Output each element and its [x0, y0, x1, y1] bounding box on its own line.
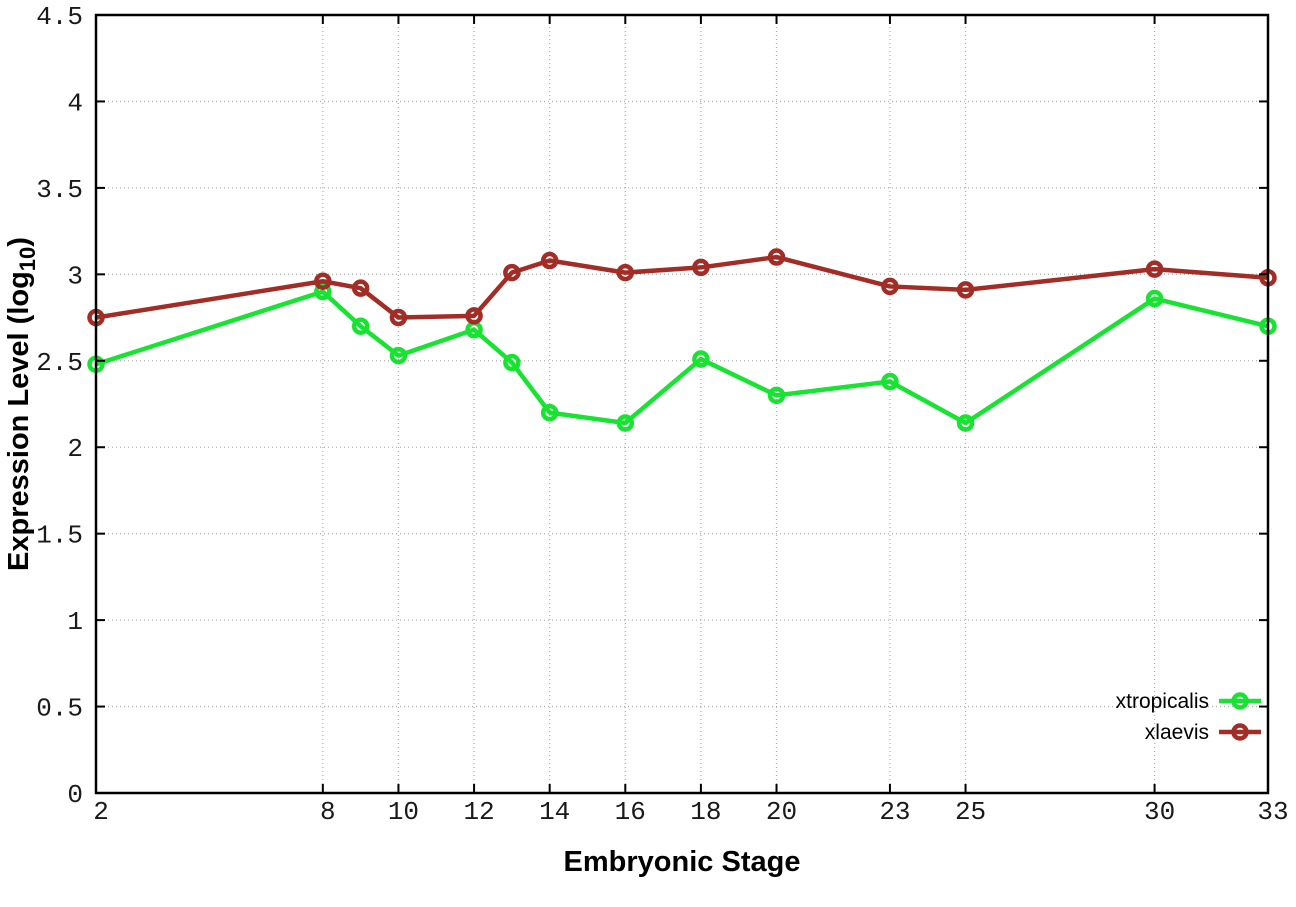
data-point-xtropicalis-stage-20 [767, 386, 786, 405]
axis-ticks [95, 14, 1269, 794]
data-point-xtropicalis-stage-10 [389, 346, 408, 365]
data-point-xtropicalis-stage-18 [692, 350, 710, 368]
x-tick-label-2: 2 [93, 797, 109, 827]
x-tick-label-23: 23 [879, 797, 910, 827]
y-tick-label-2.5: 2.5 [36, 348, 83, 378]
data-point-xtropicalis-stage-8 [314, 282, 332, 301]
x-axis-title: Embryonic Stage [564, 846, 801, 878]
x-tick-label-25: 25 [955, 797, 986, 827]
data-point-xtropicalis-stage-23 [881, 372, 899, 391]
data-point-xlaevis-stage-25 [956, 281, 975, 299]
data-point-xlaevis-stage-9 [351, 279, 370, 297]
data-point-xtropicalis-stage-16 [616, 414, 635, 432]
y-tick-label-3.5: 3.5 [36, 175, 83, 205]
data-point-xtropicalis-stage-25 [956, 414, 975, 432]
y-tick-label-0.5: 0.5 [36, 694, 83, 724]
data-point-xlaevis-stage-16 [616, 263, 635, 282]
x-tick-label-12: 12 [463, 797, 494, 827]
y-tick-label-3: 3 [67, 261, 83, 291]
y-tick-label-1.5: 1.5 [36, 521, 83, 551]
data-point-xlaevis-stage-8 [314, 272, 332, 290]
legend-marker-xtropicalis [1231, 692, 1249, 710]
y-tick-label-0: 0 [67, 780, 83, 810]
x-tick-label-14: 14 [539, 797, 570, 827]
data-point-xlaevis-stage-13 [503, 263, 521, 282]
data-point-xlaevis-stage-20 [767, 248, 786, 266]
y-tick-label-2: 2 [67, 434, 83, 464]
data-point-xtropicalis-stage-14 [540, 403, 559, 422]
plot-border [94, 13, 1270, 795]
x-tick-label-10: 10 [388, 797, 419, 827]
data-point-xtropicalis-stage-30 [1145, 289, 1164, 308]
legend-marker-xlaevis [1231, 723, 1249, 741]
x-tick-label-16: 16 [615, 797, 646, 827]
y-axis-title: Expression Level (log10) [3, 237, 40, 571]
data-point-xlaevis-stage-14 [540, 251, 559, 270]
x-tick-label-8: 8 [320, 797, 336, 827]
legend: xtropicalis xlaevis [1116, 690, 1261, 744]
data-point-xlaevis-stage-23 [881, 277, 899, 296]
y-tick-label-4: 4 [67, 88, 83, 118]
legend-label-xlaevis: xlaevis [1145, 721, 1209, 744]
x-tick-label-18: 18 [690, 797, 721, 827]
data-point-xlaevis-stage-18 [692, 258, 710, 277]
y-tick-label-1: 1 [67, 607, 83, 637]
data-point-xtropicalis-stage-13 [503, 353, 521, 372]
x-tick-label-30: 30 [1144, 797, 1175, 827]
y-tick-label-4.5: 4.5 [36, 2, 83, 32]
data-point-xlaevis-stage-12 [465, 307, 483, 325]
x-tick-label-20: 20 [766, 797, 797, 827]
data-point-xlaevis-stage-10 [389, 308, 408, 327]
data-point-xlaevis-stage-30 [1145, 260, 1164, 278]
legend-label-xtropicalis: xtropicalis [1116, 690, 1209, 713]
x-tick-label-33: 33 [1257, 797, 1288, 827]
data-point-xtropicalis-stage-9 [351, 317, 370, 335]
